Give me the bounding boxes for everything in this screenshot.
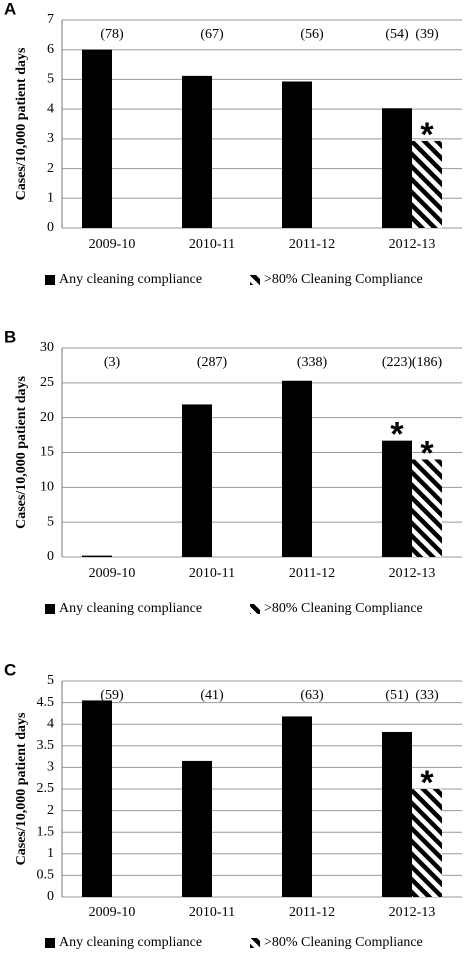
count-label: (63) [300,688,324,703]
chart-panel: A Cases/10,000 patient days 0 1 2 3 4 5 6 7 2009-1… [4,0,462,287]
bar [82,49,112,228]
count-label: (3) [104,355,121,370]
x-tick-label: 2012-13 [389,566,436,581]
x-tick-label: 2010-11 [189,237,235,252]
y-tick-label: 4.5 [37,695,55,710]
y-tick-label: 7 [47,12,54,27]
count-label: (51) [385,688,409,703]
y-tick-label: 6 [47,42,54,57]
x-tick-label: 2011-12 [289,566,335,581]
panel-label: C [4,660,16,679]
legend-swatch [45,604,55,614]
y-tick-label: 20 [40,410,54,425]
y-tick-label: 25 [40,375,54,390]
panel-label: A [4,0,16,18]
count-label: (78) [100,27,124,42]
legend-label: Any cleaning compliance [59,601,202,616]
y-tick-label: 0.5 [37,868,55,883]
bar [282,81,312,228]
panel-label: B [4,327,16,346]
y-tick-label: 1 [47,191,54,206]
bar [382,108,412,228]
count-label: (33) [415,688,439,703]
chart-panel: B Cases/10,000 patient days 0 5 10 15 20 25 30 20… [4,327,462,616]
y-tick-label: 3 [47,760,54,775]
bar [412,789,442,897]
significance-marker: * [420,116,434,154]
y-tick-label: 4 [47,101,54,116]
count-label: (338) [297,355,328,370]
count-label: (56) [300,27,324,42]
y-axis-label: Cases/10,000 patient days [14,376,29,529]
x-tick-label: 2011-12 [289,237,335,252]
x-tick-label: 2010-11 [189,566,235,581]
count-label: (223) [382,355,413,370]
count-label: (54) [385,27,409,42]
legend-swatch [45,938,55,948]
bar [282,380,312,557]
y-tick-label: 2 [47,161,54,176]
legend-label: Any cleaning compliance [59,272,202,287]
count-label: (39) [415,27,439,42]
bar [382,731,412,897]
bar [182,404,212,557]
bar [182,75,212,228]
y-axis-label: Cases/10,000 patient days [14,712,29,865]
y-tick-label: 3 [47,131,54,146]
y-tick-label: 2 [47,803,54,818]
x-tick-label: 2011-12 [289,905,335,920]
count-label: (59) [100,688,124,703]
bar [82,700,112,897]
count-label: (287) [197,355,228,370]
y-tick-label: 5 [47,514,54,529]
y-tick-label: 5 [47,673,54,688]
legend-label: Any cleaning compliance [59,935,202,950]
legend-label: >80% Cleaning Compliance [264,935,423,950]
y-tick-label: 1.5 [37,824,55,839]
legend-swatch [45,275,55,285]
significance-marker: * [420,434,434,472]
chart-panel: C Cases/10,000 patient days 0 0.5 1 1.5 2 2.5 3 3… [4,660,462,950]
significance-marker: * [390,416,404,454]
y-tick-label: 4 [47,716,54,731]
y-tick-label: 3.5 [37,738,55,753]
bar [182,760,212,897]
bar [282,716,312,897]
x-tick-label: 2012-13 [389,237,436,252]
y-tick-label: 2.5 [37,781,55,796]
bar [412,140,442,228]
x-tick-label: 2009-10 [89,566,136,581]
bar [412,459,442,557]
x-tick-label: 2010-11 [189,905,235,920]
y-tick-label: 0 [47,549,54,564]
significance-marker: * [420,764,434,802]
legend-swatch [250,275,260,285]
y-tick-label: 0 [47,220,54,235]
x-tick-label: 2012-13 [389,905,436,920]
y-tick-label: 10 [40,480,54,495]
x-tick-label: 2009-10 [89,905,136,920]
count-label: (41) [200,688,224,703]
y-tick-label: 30 [40,340,54,355]
legend-swatch [250,938,260,948]
y-tick-label: 15 [40,445,54,460]
bar [382,440,412,557]
y-tick-label: 5 [47,72,54,87]
legend-swatch [250,604,260,614]
count-label: (186) [412,355,443,370]
legend-label: >80% Cleaning Compliance [264,601,423,616]
legend-label: >80% Cleaning Compliance [264,272,423,287]
count-label: (67) [200,27,224,42]
y-tick-label: 1 [47,846,54,861]
bar [82,555,112,557]
y-tick-label: 0 [47,889,54,904]
y-axis-label: Cases/10,000 patient days [14,47,29,200]
x-tick-label: 2009-10 [89,237,136,252]
